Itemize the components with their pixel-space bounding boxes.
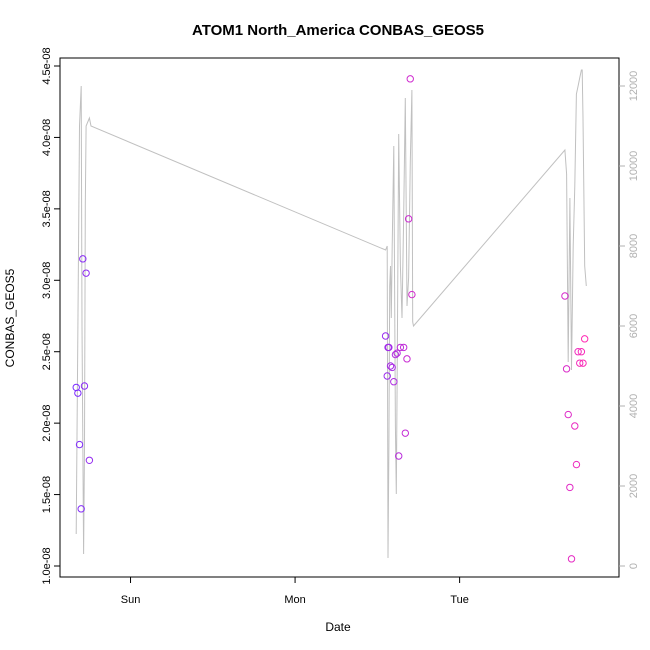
y-tick-label: 3.5e-08 [41, 190, 53, 227]
scatter-point [85, 456, 94, 464]
scatter-point [74, 389, 82, 397]
scatter-point [561, 292, 569, 300]
scatter-point [567, 555, 576, 563]
y-tick-label: 4.5e-08 [41, 47, 53, 84]
y2-tick-label: 2000 [628, 474, 640, 498]
scatter-point [395, 452, 403, 460]
y-tick-label: 2.0e-08 [41, 404, 53, 441]
scatter-point [408, 290, 416, 299]
scatter-point [406, 75, 414, 83]
y2-tick-label: 4000 [628, 394, 640, 418]
scatter-point [390, 378, 398, 386]
scatter-point [75, 440, 84, 449]
y2-tick-label: 6000 [628, 314, 640, 338]
scatter-point [577, 348, 586, 356]
scatter-point [564, 410, 572, 419]
line-series-layer [75, 69, 587, 559]
scatter-point [404, 215, 413, 223]
scatter-point [386, 362, 395, 370]
y-tick-label: 1.5e-08 [41, 476, 53, 513]
scatter-point [571, 422, 579, 430]
y-axis-label: CONBAS_GEOS5 [3, 268, 17, 367]
scatter-point [566, 483, 574, 492]
scatter-point [579, 359, 587, 367]
scatter-point [385, 343, 393, 352]
right-y-axis: 0 2000 4000 6000 8000 10000 12000 [619, 71, 640, 569]
scatter-point [388, 363, 396, 372]
y2-tick-label: 8000 [628, 234, 640, 258]
scatter-point [82, 269, 90, 277]
scatter-point [401, 429, 410, 437]
scatter-point [80, 382, 89, 390]
line-series [75, 69, 587, 559]
x-tick-label: Mon [284, 594, 305, 606]
scatter-point [576, 359, 584, 367]
y2-tick-label: 10000 [628, 151, 640, 182]
y2-tick-label: 0 [628, 563, 640, 569]
scatter-point [77, 505, 85, 513]
x-axis-label: Date [325, 620, 351, 634]
y-tick-label: 4.0e-08 [41, 119, 53, 156]
y2-tick-label: 12000 [628, 71, 640, 102]
y-tick-label: 1.0e-08 [41, 547, 53, 584]
x-tick-label: Sun [121, 594, 141, 606]
scatter-point [391, 350, 400, 359]
scatter-points-layer [72, 75, 589, 563]
chart-title: ATOM1 North_America CONBAS_GEOS5 [192, 22, 484, 39]
scatter-point [572, 460, 581, 469]
left-y-axis: 1.0e-08 1.5e-08 2.0e-08 2.5e-08 3.0e-08 3.5e-… [41, 47, 60, 585]
scatter-point [393, 349, 401, 357]
y-tick-label: 3.0e-08 [41, 262, 53, 299]
scatter-point [79, 255, 87, 263]
scatter-point [562, 365, 571, 373]
y-tick-label: 2.5e-08 [41, 333, 53, 370]
plot-frame [59, 57, 620, 578]
scatter-point [381, 332, 390, 340]
scatter-point [383, 372, 391, 380]
scatter-point [399, 343, 408, 352]
scatter-point [396, 343, 405, 352]
x-tick-label: Tue [450, 594, 469, 606]
x-axis: Sun Mon Tue [121, 577, 469, 606]
scatter-point [403, 355, 411, 363]
scatter-point [580, 335, 589, 343]
scatter-point [574, 348, 582, 356]
